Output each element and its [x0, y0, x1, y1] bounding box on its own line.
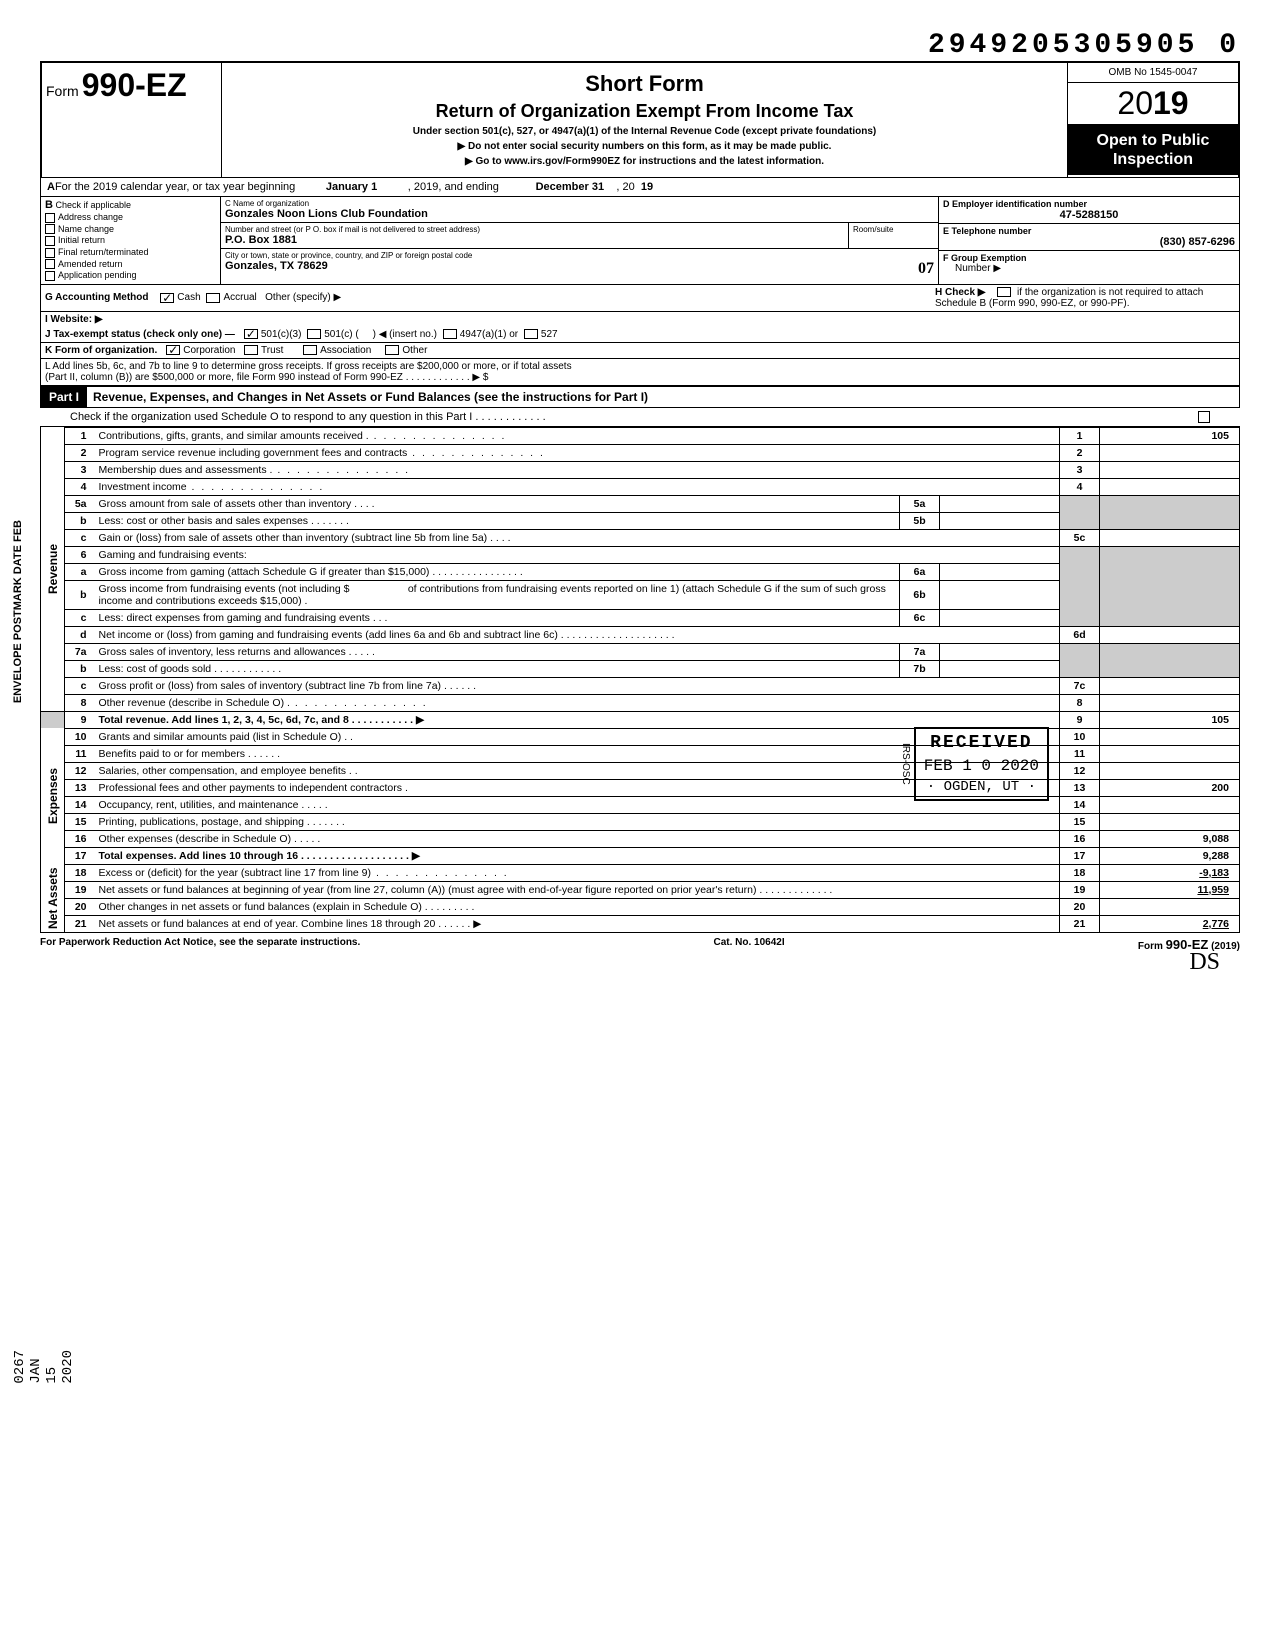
- row-g-accounting: G Accounting Method Cash Accrual Other (…: [41, 285, 1239, 312]
- short-form-title: Short Form: [228, 71, 1061, 97]
- revenue-side-label: Revenue: [41, 427, 65, 711]
- form-number-box: Form 990-EZ: [42, 63, 222, 177]
- form-number: 990-EZ: [82, 67, 187, 103]
- form-title-box: Short Form Return of Organization Exempt…: [222, 63, 1068, 177]
- 501c-checkbox[interactable]: [307, 329, 321, 339]
- col-b-checkboxes: B Check if applicable Address change Nam…: [41, 197, 221, 284]
- org-name-cell: C Name of organization Gonzales Noon Lio…: [221, 197, 938, 223]
- room-suite-cell: Room/suite: [848, 223, 938, 248]
- row-i-website: I Website: ▶: [41, 312, 1239, 327]
- open-to-public-badge: Open to Public Inspection: [1068, 125, 1238, 175]
- address-change-checkbox[interactable]: [45, 213, 55, 223]
- accrual-checkbox[interactable]: [206, 293, 220, 303]
- application-pending-checkbox[interactable]: [45, 271, 55, 281]
- other-org-checkbox[interactable]: [385, 345, 399, 355]
- cash-checkbox[interactable]: [160, 293, 174, 303]
- part-1-header: Part I Revenue, Expenses, and Changes in…: [40, 387, 1240, 408]
- 4947a1-checkbox[interactable]: [443, 329, 457, 339]
- row-a-tax-year: A For the 2019 calendar year, or tax yea…: [41, 178, 1239, 197]
- 501c3-checkbox[interactable]: [244, 329, 258, 339]
- 527-checkbox[interactable]: [524, 329, 538, 339]
- goto-url: ▶ Go to www.irs.gov/Form990EZ for instru…: [228, 156, 1061, 167]
- scan-date-vertical: 0267 JAN 15 2020: [12, 1350, 76, 1384]
- street-address-cell: Number and street (or P O. box if mail i…: [221, 223, 848, 248]
- received-stamp: IRS-OSC RECEIVED FEB 1 0 2020 · OGDEN, U…: [900, 727, 1049, 801]
- part-1-check-schedule-o: Check if the organization used Schedule …: [40, 408, 1240, 427]
- schedule-o-checkbox[interactable]: [1198, 411, 1210, 423]
- net-assets-side-label: Net Assets: [41, 864, 65, 932]
- association-checkbox[interactable]: [303, 345, 317, 355]
- expenses-side-label: Expenses: [41, 728, 65, 864]
- footer: For Paperwork Reduction Act Notice, see …: [40, 933, 1240, 956]
- return-title: Return of Organization Exempt From Incom…: [228, 101, 1061, 122]
- subtitle: Under section 501(c), 527, or 4947(a)(1)…: [228, 126, 1061, 137]
- tax-year: 2019: [1068, 83, 1238, 125]
- trust-checkbox[interactable]: [244, 345, 258, 355]
- initials: DS: [1189, 949, 1220, 976]
- row-j-tax-exempt: J Tax-exempt status (check only one) — 5…: [41, 327, 1239, 343]
- financial-table: Revenue 1 Contributions, gifts, grants, …: [40, 427, 1240, 933]
- row-l-gross-receipts: L Add lines 5b, 6c, and 7b to line 9 to …: [41, 359, 1239, 386]
- schedule-b-checkbox[interactable]: [997, 287, 1011, 297]
- document-locator-number: 2949205305905 0: [928, 30, 1240, 61]
- row-h-schedule-b: H Check ▶ if the organization is not req…: [935, 287, 1235, 309]
- final-return-checkbox[interactable]: [45, 248, 55, 258]
- initial-return-checkbox[interactable]: [45, 236, 55, 246]
- amended-return-checkbox[interactable]: [45, 259, 55, 269]
- row-k-form-of-org: K Form of organization. Corporation Trus…: [41, 343, 1239, 359]
- form-prefix: Form: [46, 83, 79, 99]
- ssn-notice: ▶ Do not enter social security numbers o…: [228, 141, 1061, 152]
- city-state-zip-cell: City or town, state or province, country…: [221, 249, 938, 284]
- name-change-checkbox[interactable]: [45, 224, 55, 234]
- corporation-checkbox[interactable]: [166, 345, 180, 355]
- envelope-postmark-vertical: ENVELOPE POSTMARK DATE FEB: [12, 520, 24, 703]
- col-d-e-f: D Employer identification number 47-5288…: [939, 197, 1239, 284]
- omb-number: OMB No 1545-0047: [1068, 63, 1238, 83]
